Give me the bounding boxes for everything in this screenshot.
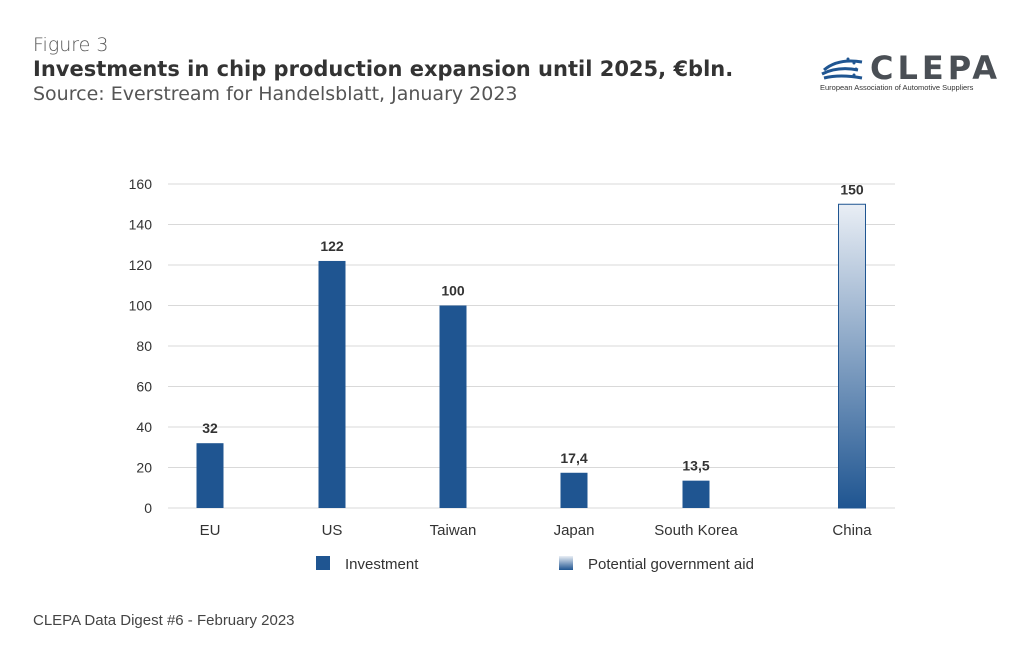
- x-category-label: South Korea: [654, 522, 738, 539]
- legend: Investment Potential government aid: [316, 556, 754, 573]
- y-tick-label: 100: [129, 298, 153, 314]
- x-axis-categories: EU US Taiwan Japan South Korea China: [200, 522, 873, 539]
- data-label: 100: [441, 283, 465, 299]
- x-category-label: Taiwan: [430, 522, 477, 539]
- data-label: 122: [320, 238, 344, 254]
- x-category-label: EU: [200, 522, 221, 539]
- x-category-label: Japan: [554, 522, 595, 539]
- bar-investment: [682, 480, 710, 508]
- data-label: 150: [840, 181, 864, 197]
- clepa-logo: CLEPA European Association of Automotive…: [818, 50, 997, 100]
- data-label: 13,5: [682, 458, 709, 474]
- y-tick-label: 0: [144, 500, 152, 516]
- legend-swatch-government-aid: [559, 556, 573, 570]
- logo-wordmark: CLEPA: [870, 49, 1002, 87]
- legend-label: Potential government aid: [588, 556, 754, 573]
- y-tick-label: 60: [136, 379, 152, 395]
- bars: [196, 203, 866, 509]
- logo-mark-icon: [821, 57, 863, 80]
- y-tick-label: 40: [136, 419, 152, 435]
- grid-lines: [168, 183, 895, 509]
- chart-title: Investments in chip production expansion…: [33, 57, 734, 81]
- chart-source: Source: Everstream for Handelsblatt, Jan…: [33, 83, 518, 105]
- legend-swatch-investment: [316, 556, 330, 570]
- bar-investment: [318, 260, 346, 508]
- x-category-label: US: [322, 522, 343, 539]
- x-category-label: China: [832, 522, 872, 539]
- chart-header: Figure 3 Investments in chip production …: [33, 34, 733, 106]
- y-tick-label: 80: [136, 338, 152, 354]
- bar-investment: [196, 443, 224, 508]
- data-labels: 32 122 100 17,4 13,5 150: [202, 181, 864, 473]
- figure-label: Figure 3: [33, 34, 109, 56]
- y-tick-label: 160: [129, 176, 153, 192]
- y-axis-ticks: 0 20 40 60 80 100 120 140 160: [129, 176, 153, 516]
- y-tick-label: 120: [129, 257, 153, 273]
- logo-subtitle: European Association of Automotive Suppl…: [820, 83, 974, 92]
- bar-government-aid: [838, 203, 866, 509]
- y-tick-label: 20: [136, 460, 152, 476]
- footer-note: CLEPA Data Digest #6 - February 2023: [33, 612, 295, 629]
- data-label: 17,4: [560, 450, 587, 466]
- bar-investment: [439, 305, 467, 508]
- y-tick-label: 140: [129, 217, 153, 233]
- data-label: 32: [202, 420, 218, 436]
- legend-label: Investment: [345, 556, 419, 573]
- bar-investment: [560, 472, 588, 508]
